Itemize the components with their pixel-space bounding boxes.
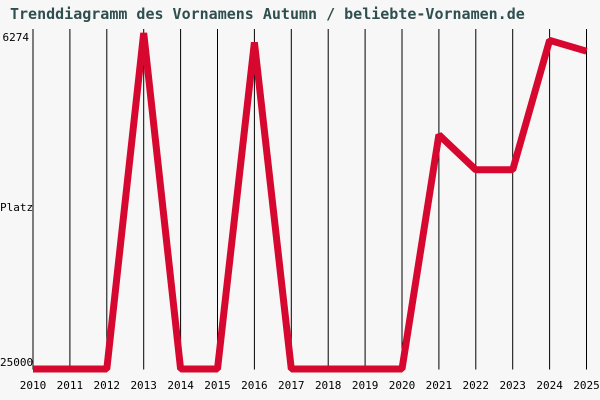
x-tick-label-2018: 2018 [314, 379, 342, 392]
x-tick-label-2014: 2014 [167, 379, 194, 392]
x-tick-label-2020: 2020 [388, 379, 416, 392]
x-tick-label-2010: 2010 [19, 379, 47, 392]
x-tick-label-2021: 2021 [425, 379, 453, 392]
x-tick-label-2015: 2015 [204, 379, 231, 392]
chart-title: Trenddiagramm des Vornamens Autumn / bel… [10, 5, 525, 23]
y-axis-title: Platz [0, 201, 34, 214]
x-tick-label-2012: 2012 [93, 379, 121, 392]
x-tick-label-2016: 2016 [241, 379, 268, 392]
y-axis-top-tick-label: 6274 [2, 31, 30, 44]
x-tick-label-2011: 2011 [56, 379, 84, 392]
x-tick-label-2013: 2013 [130, 379, 157, 392]
x-tick-label-2025: 2025 [573, 379, 600, 392]
y-axis-bottom-tick-label: 25000 [0, 356, 34, 369]
x-tick-label-2022: 2022 [462, 379, 490, 392]
x-tick-label-2024: 2024 [536, 379, 563, 392]
x-tick-label-2017: 2017 [278, 379, 305, 392]
x-tick-label-2019: 2019 [351, 379, 379, 392]
x-tick-label-2023: 2023 [499, 379, 526, 392]
trend-line [33, 32, 588, 373]
